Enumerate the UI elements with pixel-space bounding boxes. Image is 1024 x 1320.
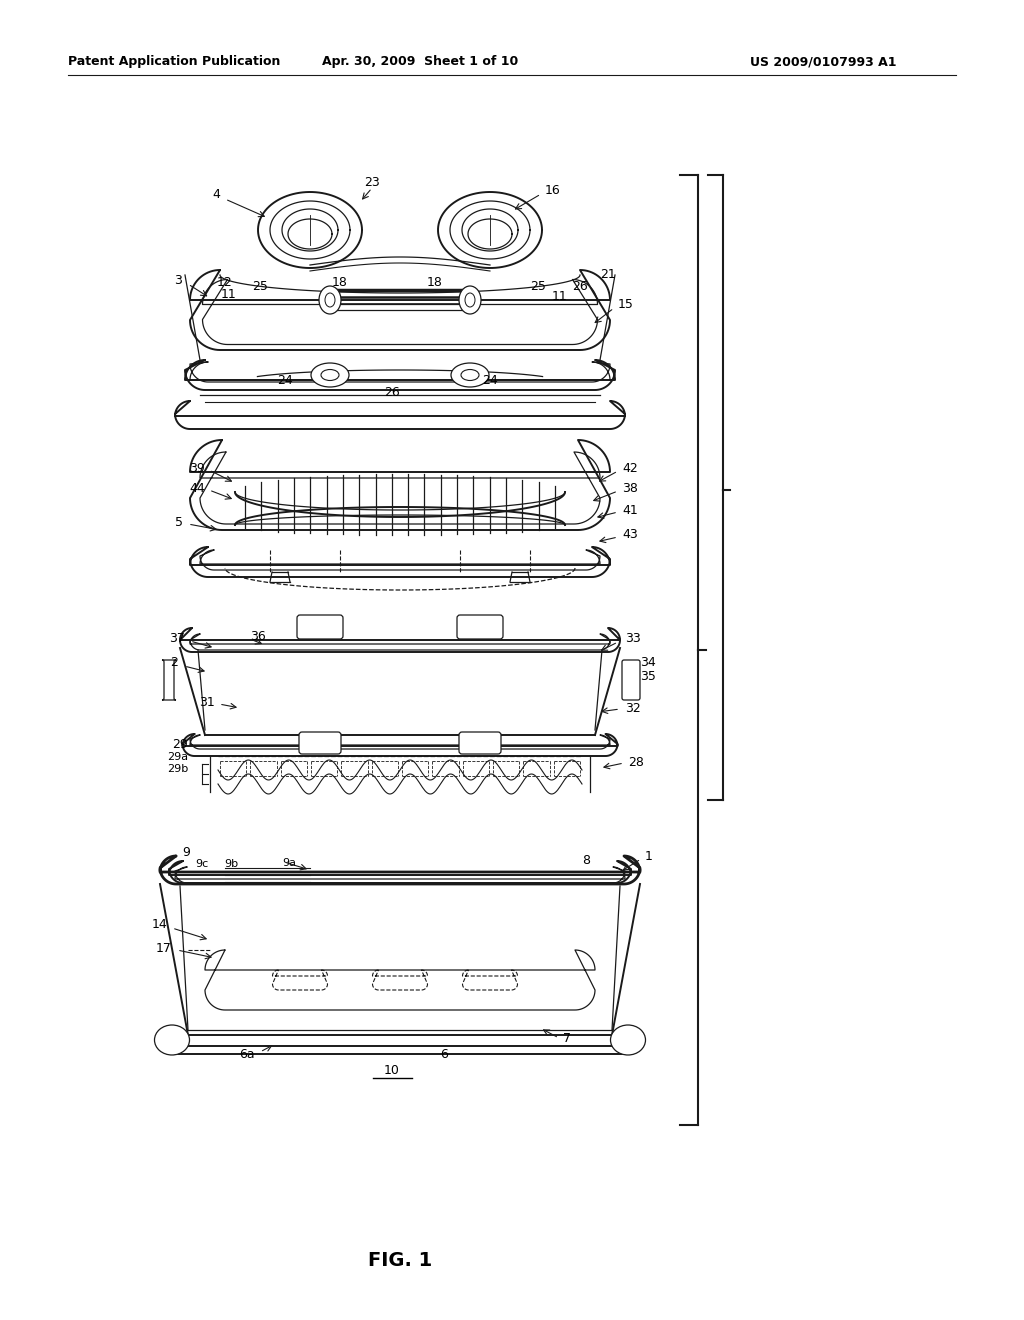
Text: 34: 34 bbox=[640, 656, 655, 668]
Text: 44: 44 bbox=[189, 482, 205, 495]
Text: 24: 24 bbox=[278, 374, 293, 387]
Text: 25: 25 bbox=[252, 280, 268, 293]
Text: 31: 31 bbox=[200, 696, 215, 709]
Text: 14: 14 bbox=[152, 919, 167, 932]
Text: 29b: 29b bbox=[167, 764, 188, 774]
Text: 6: 6 bbox=[440, 1048, 447, 1061]
Text: 9a: 9a bbox=[282, 858, 296, 869]
FancyBboxPatch shape bbox=[459, 733, 501, 754]
Ellipse shape bbox=[321, 370, 339, 380]
Text: 26: 26 bbox=[384, 385, 400, 399]
Ellipse shape bbox=[319, 286, 341, 314]
Text: Patent Application Publication: Patent Application Publication bbox=[68, 55, 281, 69]
Text: 18: 18 bbox=[332, 276, 348, 289]
Text: 12: 12 bbox=[216, 276, 232, 289]
Text: 9c: 9c bbox=[195, 859, 208, 869]
Text: FIG. 1: FIG. 1 bbox=[368, 1250, 432, 1270]
Text: 3: 3 bbox=[174, 273, 182, 286]
Text: 6a: 6a bbox=[240, 1048, 255, 1061]
Text: 28: 28 bbox=[628, 755, 644, 768]
Text: 29a: 29a bbox=[167, 752, 188, 762]
Ellipse shape bbox=[451, 363, 489, 387]
Ellipse shape bbox=[610, 1026, 645, 1055]
Text: 25: 25 bbox=[530, 281, 546, 293]
Text: 26: 26 bbox=[572, 281, 588, 293]
Text: 32: 32 bbox=[625, 701, 641, 714]
Text: 29: 29 bbox=[172, 738, 188, 751]
Ellipse shape bbox=[325, 293, 335, 308]
Text: 37: 37 bbox=[169, 631, 185, 644]
Text: 21: 21 bbox=[600, 268, 615, 281]
Text: 2: 2 bbox=[170, 656, 178, 668]
Text: 24: 24 bbox=[482, 374, 498, 387]
Text: 36: 36 bbox=[250, 630, 266, 643]
Text: 15: 15 bbox=[618, 298, 634, 312]
Ellipse shape bbox=[465, 293, 475, 308]
Ellipse shape bbox=[461, 370, 479, 380]
Ellipse shape bbox=[459, 286, 481, 314]
Ellipse shape bbox=[311, 363, 349, 387]
Text: 10: 10 bbox=[384, 1064, 400, 1077]
Text: 11: 11 bbox=[220, 289, 236, 301]
Text: 23: 23 bbox=[365, 177, 380, 190]
Text: 38: 38 bbox=[622, 482, 638, 495]
Text: 39: 39 bbox=[189, 462, 205, 474]
Text: 11: 11 bbox=[552, 289, 567, 302]
Text: 43: 43 bbox=[622, 528, 638, 541]
Text: 18: 18 bbox=[427, 276, 443, 289]
FancyBboxPatch shape bbox=[622, 660, 640, 700]
Text: 41: 41 bbox=[622, 503, 638, 516]
Text: 9: 9 bbox=[182, 846, 190, 858]
Ellipse shape bbox=[155, 1026, 189, 1055]
Text: 7: 7 bbox=[563, 1031, 571, 1044]
FancyBboxPatch shape bbox=[457, 615, 503, 639]
Text: Apr. 30, 2009  Sheet 1 of 10: Apr. 30, 2009 Sheet 1 of 10 bbox=[322, 55, 518, 69]
Text: 42: 42 bbox=[622, 462, 638, 474]
Text: 35: 35 bbox=[640, 669, 656, 682]
FancyBboxPatch shape bbox=[299, 733, 341, 754]
FancyBboxPatch shape bbox=[297, 615, 343, 639]
Text: 5: 5 bbox=[175, 516, 183, 528]
Text: 4: 4 bbox=[212, 189, 220, 202]
FancyBboxPatch shape bbox=[162, 660, 176, 700]
Text: 8: 8 bbox=[582, 854, 590, 866]
Text: 33: 33 bbox=[625, 631, 641, 644]
Text: 1: 1 bbox=[645, 850, 653, 862]
Text: 16: 16 bbox=[545, 185, 561, 198]
Text: 17: 17 bbox=[156, 941, 172, 954]
Text: US 2009/0107993 A1: US 2009/0107993 A1 bbox=[750, 55, 896, 69]
Text: 9b: 9b bbox=[224, 859, 238, 869]
